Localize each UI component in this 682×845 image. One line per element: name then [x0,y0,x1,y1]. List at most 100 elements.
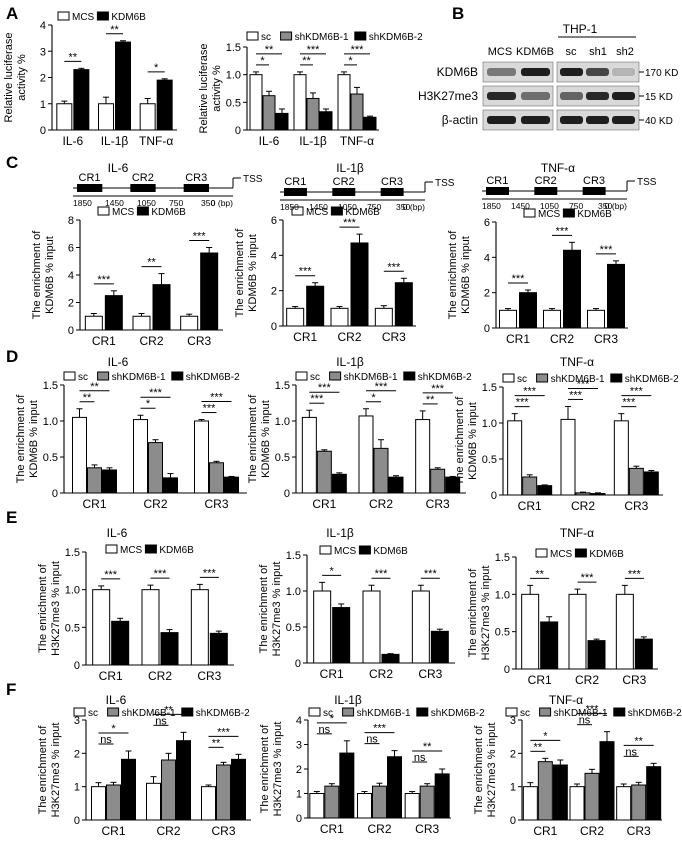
y-axis-label: The enrichment ofKDM6B % input [234,228,259,318]
bar-mcs [411,590,430,664]
bar-shkdm6b-1 [161,759,176,821]
significance-label: * [154,62,159,74]
title-f-tnfa: TNF-α [549,693,583,707]
bar-mcs [615,593,634,670]
y-tick-label: 0 [295,658,301,670]
bar-kdm6b [350,242,369,327]
legend-swatch-sc [308,707,321,717]
tss-tick-label: 1050 [338,202,357,212]
legend-swatch-kdm6b [330,206,343,216]
tss-region-label: CR3 [583,175,605,187]
bar-shkdm6b-1 [419,785,435,819]
bar-shkdm6b-1 [316,450,332,494]
y-axis-label: The enrichment ofKDM6B % input [31,230,56,320]
significance-label: ns [579,715,591,727]
tss-label: TSS [435,178,455,189]
legend-label: sc [323,708,333,719]
tss-tick-label: 1050 [540,201,559,211]
bar-kdm6b [104,295,123,331]
x-tick-label: CR3 [415,822,439,836]
bar-mcs [499,309,517,329]
tss-region-block [183,184,209,192]
chart-f-il1b: 0 1 2 3 4 The enrichment ofH3K27me3 % input CR… [259,707,485,836]
x-tick-label: TNF-α [340,134,374,148]
y-tick-label: 1.5 [275,380,290,392]
legend-label: KDM6B [151,207,186,218]
x-tick-label: CR2 [367,822,391,836]
y-tick-label: 0 [74,660,80,672]
significance-label: ns [100,734,112,746]
y-tick-label: 6 [484,217,490,229]
bar-mcs [543,309,561,329]
title-e-tnfa: TNF-α [560,526,594,540]
legend-swatch-shkdm6b-2 [610,373,623,383]
legend-swatch-sc [295,371,308,381]
bar-sc [507,420,523,496]
legend-label: MCS [538,209,561,220]
title-e-il6: IL-6 [107,526,128,540]
bar-sc [337,74,351,131]
significance-label: *** [193,231,207,243]
significance-label: *** [512,273,526,285]
bar-shkdm6b-1 [522,476,538,496]
tss-tick-label: 1850 [482,201,501,211]
blot-membrane [482,85,554,107]
title-d-il1b: IL-1β [336,355,364,369]
tss-region-block [130,184,156,192]
bar-shkdm6b-1 [216,764,231,821]
tss-label: TSS [637,177,657,188]
significance-label: *** [424,568,438,580]
x-tick-label: CR2 [580,824,604,838]
bar-sc [133,419,148,494]
y-axis-label: Relative luciferaseactivity % [198,44,223,134]
legend-swatch-mcs [105,544,118,554]
bar-mcs [190,589,209,666]
x-tick-label: CR1 [528,673,552,687]
bar-kdm6b [430,630,449,664]
y-axis-label: The enrichment ofH3K27me3 % input [258,562,283,657]
legend-label: shKDM6B-2 [418,372,472,383]
blot-band [487,92,516,100]
bar-shkdm6b-2 [224,476,239,494]
legend-swatch-shkdm6b-1 [342,707,355,717]
x-tick-label: CR2 [575,673,599,687]
significance-label: *** [431,383,445,395]
x-tick-label: IL-1β [299,134,327,148]
legend-label: shKDM6B-2 [431,708,485,719]
legend-label: sc [520,708,530,719]
legend-swatch-shkdm6b-2 [613,707,626,717]
legend-label: sc [78,372,88,383]
title-f-il1b: IL-1β [334,693,362,707]
legend-label: shKDM6B-1 [554,708,608,719]
bar-kdm6b [209,632,228,666]
y-axis-label: The enrichment ofH3K27me3 % input [259,722,284,817]
significance-label: *** [516,397,530,409]
x-tick-label: IL-1β [101,134,129,148]
western-blot: THP-1 MCS KDM6B sc sh1 sh2 KDM6B 170 KD H3K27me3… [418,22,678,131]
x-tick-label: CR2 [156,824,180,838]
blot-band [521,116,550,124]
bar-kdm6b [200,252,219,331]
bar-sc [72,416,87,494]
legend-swatch-shkdm6b-2 [403,371,416,381]
bar-shkdm6b-2 [388,476,404,494]
y-axis-label: The enrichment ofH3K27me3 % input [473,723,498,818]
title-d-tnfa: TNF-α [560,355,594,369]
legend-swatch-sc [63,371,76,381]
significance-label: *** [154,568,168,580]
bar-shkdm6b-1 [350,93,364,131]
bar-shkdm6b-2 [599,741,615,821]
legend-swatch-shkdm6b-1 [97,371,110,381]
legend-swatch-sc [246,31,259,41]
y-tick-label: 6 [271,215,277,227]
tss-tick-label: 1850 [280,202,299,212]
legend-label: shKDM6B-1 [357,708,411,719]
bar-mcs [330,307,349,327]
bar-shkdm6b-1 [631,784,647,821]
bar-shkdm6b-2 [643,471,659,496]
bar-shkdm6b-1 [262,95,276,131]
chart-c-il1b: 0 2 4 6 The enrichment ofKDM6B % input CR1 CR2… [234,206,416,344]
significance-label: *** [203,567,217,579]
